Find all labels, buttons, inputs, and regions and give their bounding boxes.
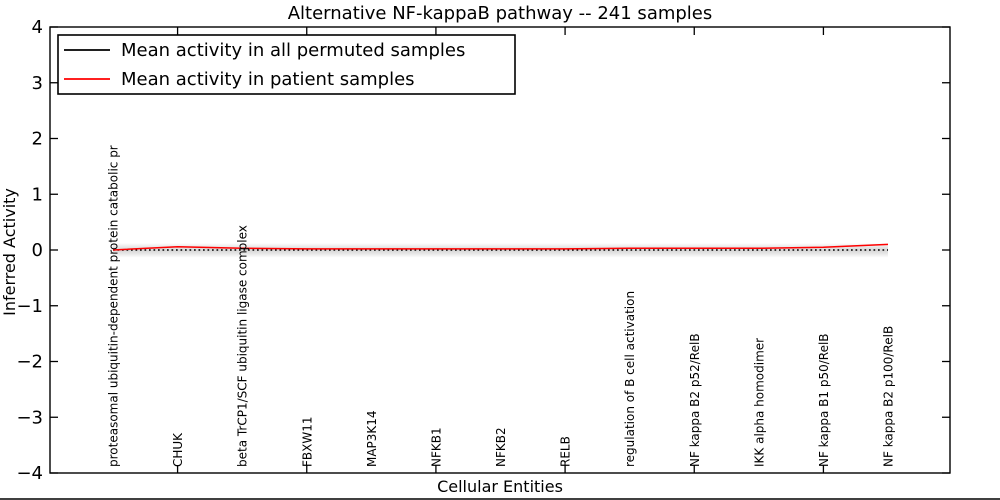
- y-tick-label: 1: [32, 184, 43, 205]
- y-tick-label: 0: [32, 240, 43, 261]
- x-category-label: NF kappa B1 p50/RelB: [817, 333, 831, 467]
- x-category-label: beta TrCP1/SCF ubiquitin ligase complex: [236, 225, 250, 467]
- y-tick-label: −4: [16, 463, 43, 484]
- legend-label-patient: Mean activity in patient samples: [121, 69, 415, 90]
- legend-label-permuted: Mean activity in all permuted samples: [121, 40, 465, 61]
- y-tick-label: 2: [32, 129, 43, 150]
- x-category-label: NFKB1: [429, 427, 443, 467]
- x-category-label: RELB: [559, 436, 573, 467]
- x-axis-label: Cellular Entities: [437, 477, 563, 496]
- y-tick-label: −1: [16, 296, 43, 317]
- x-category-label: CHUK: [171, 432, 185, 467]
- legend-box: [57, 34, 516, 95]
- x-category-label: NF kappa B2 p52/RelB: [688, 333, 702, 467]
- y-tick-label: 4: [32, 17, 43, 38]
- x-category-label: FBXW11: [300, 417, 314, 468]
- y-tick-label: 3: [32, 73, 43, 94]
- x-category-label: regulation of B cell activation: [623, 291, 637, 467]
- chart-title: Alternative NF-kappaB pathway -- 241 sam…: [288, 3, 713, 24]
- x-category-label: NFKB2: [494, 427, 508, 467]
- y-tick-label: −2: [16, 352, 43, 373]
- y-axis-label: Inferred Activity: [0, 188, 19, 316]
- plot-area: 4 3 2 1 0 −1 −2 −3 −4 proteasomal ubiquitin-depen…: [16, 17, 951, 484]
- x-category-label: IKK alpha homodimer: [752, 338, 766, 467]
- series-line-patient: [112, 243, 889, 251]
- y-tick-label: −3: [16, 407, 43, 428]
- x-category-label: MAP3K14: [365, 410, 379, 467]
- legend: Mean activity in all permuted samples Mea…: [57, 34, 516, 95]
- x-category-label: proteasomal ubiquitin-dependent protein …: [107, 145, 121, 467]
- x-category-label: NF kappa B2 p100/RelB: [882, 326, 896, 467]
